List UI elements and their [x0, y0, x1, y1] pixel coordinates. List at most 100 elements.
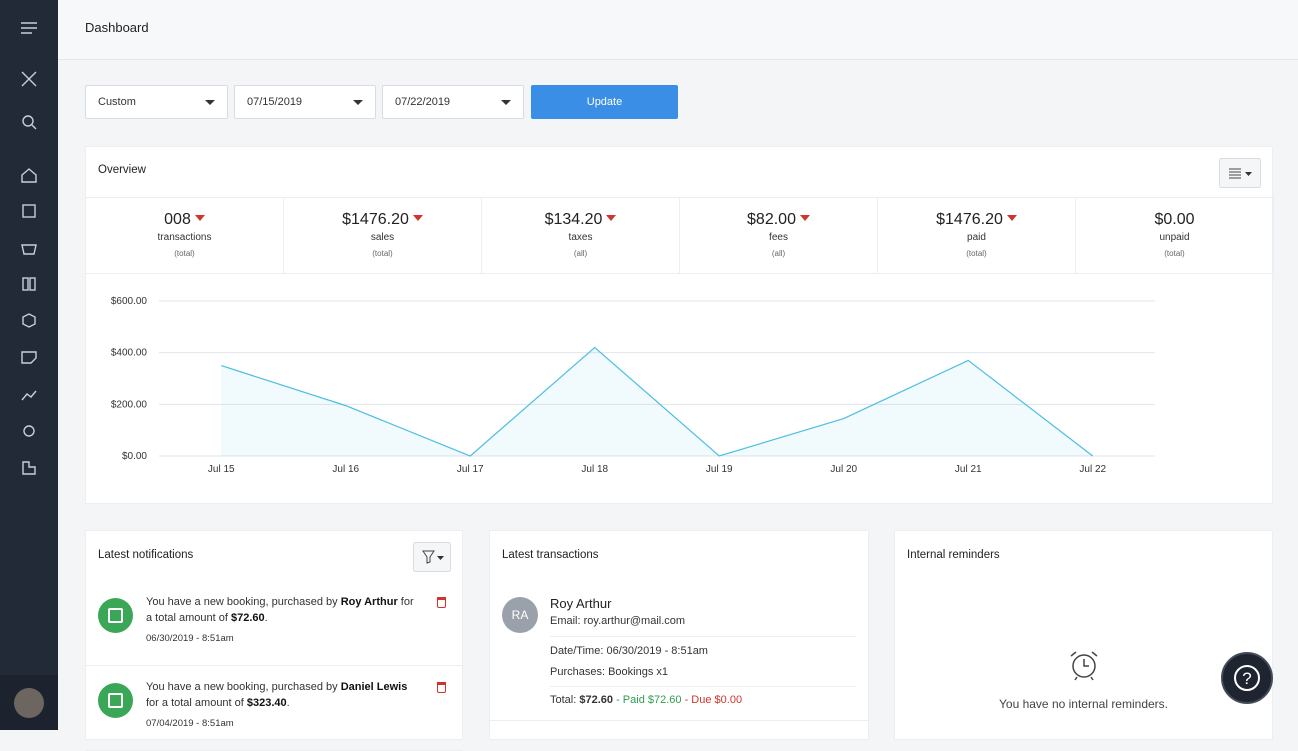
x-tick-label: Jul 19: [706, 464, 733, 475]
notification: You have a new booking, purchased by Dan…: [86, 666, 463, 751]
basket-icon[interactable]: [21, 244, 37, 255]
help-button[interactable]: ?: [1221, 652, 1273, 704]
due: - Due $0.00: [684, 694, 743, 706]
stat: $0.00 unpaid (total): [1076, 197, 1274, 274]
end-date[interactable]: 07/22/2019: [382, 85, 524, 119]
alarm-icon: [1070, 651, 1098, 681]
x-tick-label: Jul 22: [1079, 464, 1106, 475]
stat-value: $1476.20: [878, 211, 1075, 229]
start-date[interactable]: 07/15/2019: [234, 85, 376, 119]
paid: - Paid $72.60: [616, 694, 682, 706]
field-label: Total:: [550, 694, 577, 706]
stat-number: $1476.20: [936, 211, 1003, 228]
reminders-card: Internal reminders You have no internal …: [894, 530, 1273, 740]
stat-scope: (total): [174, 249, 195, 258]
stat-value: $1476.20: [284, 211, 481, 229]
stat-label: fees: [769, 232, 788, 243]
notification-date: 06/30/2019 - 8:51am: [146, 633, 234, 644]
stat-number: $82.00: [747, 211, 796, 228]
text: .: [286, 697, 290, 709]
field-label: Purchases:: [550, 666, 606, 678]
delete-icon[interactable]: [437, 597, 446, 608]
sidebar-icons: [0, 22, 58, 730]
x-tick-label: Jul 18: [581, 464, 608, 475]
booking-icon: [98, 683, 133, 718]
field-value: 06/30/2019 - 8:51am: [606, 645, 708, 657]
user-avatar[interactable]: [14, 688, 44, 718]
stat-value: $0.00: [1076, 211, 1273, 229]
stat-value: $82.00: [680, 211, 877, 229]
field-label: Date/Time:: [550, 645, 604, 657]
y-tick-label: $400.00: [111, 348, 148, 359]
empty-message: You have no internal reminders.: [999, 697, 1168, 711]
menu-icon[interactable]: [21, 22, 37, 34]
stat: $82.00 fees (all): [680, 197, 878, 274]
transaction: RA Roy Arthur Email: roy.arthur@mail.com Da…: [490, 581, 868, 721]
tag-icon[interactable]: [21, 351, 37, 364]
x-tick-label: Jul 21: [955, 464, 982, 475]
y-tick-label: $600.00: [111, 296, 148, 307]
calendar-glyph: [108, 608, 123, 623]
notification-date: 07/04/2019 - 8:51am: [146, 718, 234, 729]
tools-icon[interactable]: [21, 71, 37, 87]
stat: 008 transactions (total): [86, 197, 284, 274]
x-tick-label: Jul 17: [457, 464, 484, 475]
card-title: Overview: [98, 164, 146, 176]
stat-label: paid: [967, 232, 986, 243]
amount: $323.40: [246, 697, 287, 709]
card-title: Internal reminders: [907, 549, 1000, 561]
y-tick-label: $0.00: [122, 451, 147, 462]
trend-down: [1006, 215, 1017, 221]
calendar-icon[interactable]: [22, 204, 36, 218]
box-icon[interactable]: [22, 313, 36, 328]
search-icon[interactable]: [22, 115, 34, 127]
avatar: RA: [502, 597, 538, 633]
settings-icon[interactable]: [23, 425, 35, 437]
field-label: Email:: [550, 615, 581, 627]
line: [221, 346, 1094, 457]
chart: $0.00 $200.00 $400.00 $600.00 Jul 15 Jul 16 Ju…: [111, 296, 1155, 475]
update-button[interactable]: Update: [531, 85, 678, 119]
stat-scope: (all): [771, 249, 786, 258]
customer-name: Daniel Lewis: [340, 681, 408, 693]
stat-scope: (total): [372, 249, 393, 258]
text: You have a new booking, purchased by: [146, 596, 338, 608]
chart-icon[interactable]: [21, 390, 37, 401]
customer-name: Roy Arthur: [340, 596, 398, 608]
puzzle-icon[interactable]: [22, 461, 36, 475]
x-tick-label: Jul 20: [830, 464, 857, 475]
text: .: [264, 612, 268, 624]
people-icon[interactable]: [22, 277, 29, 291]
stat: $134.20 taxes (all): [482, 197, 680, 274]
text: for a total amount of: [146, 697, 244, 709]
card-title: Latest notifications: [98, 549, 194, 561]
help-icon[interactable]: ?: [1234, 665, 1260, 691]
stat-label: sales: [370, 232, 395, 243]
field-value: roy.arthur@mail.com: [583, 615, 686, 627]
stat: $1476.20 sales (total): [284, 197, 482, 274]
x-tick-label: Jul 15: [208, 464, 235, 475]
delete-icon[interactable]: [437, 682, 446, 693]
divider: [550, 636, 856, 637]
total-row: Total: $72.60 - Paid $72.60 - Due $0.00: [550, 694, 742, 706]
filter-button[interactable]: [413, 542, 451, 572]
date-row: Date/Time: 06/30/2019 - 8:51am: [550, 645, 708, 657]
y-tick-label: $200.00: [111, 399, 148, 410]
field-value: $72.60: [579, 694, 614, 706]
stat-scope: (total): [966, 249, 987, 258]
trend-down: [412, 215, 423, 221]
sidebar: [0, 0, 58, 730]
notification: You have a new booking, purchased by Roy…: [86, 581, 463, 666]
page-title: Dashboard: [85, 20, 149, 35]
overview-menu[interactable]: [1219, 158, 1261, 188]
notification-text: You have a new booking, purchased by Dan…: [146, 679, 421, 711]
stat-value: 008: [86, 211, 283, 229]
stat-number: 008: [164, 211, 191, 228]
stat-label: taxes: [568, 232, 593, 243]
notifications-card: Latest notifications You have a new book…: [85, 530, 463, 751]
stat: $1476.20 paid (total): [878, 197, 1076, 274]
home-icon[interactable]: [21, 168, 37, 183]
field-value: Bookings x1: [608, 666, 669, 678]
range-select[interactable]: Custom: [85, 85, 228, 119]
